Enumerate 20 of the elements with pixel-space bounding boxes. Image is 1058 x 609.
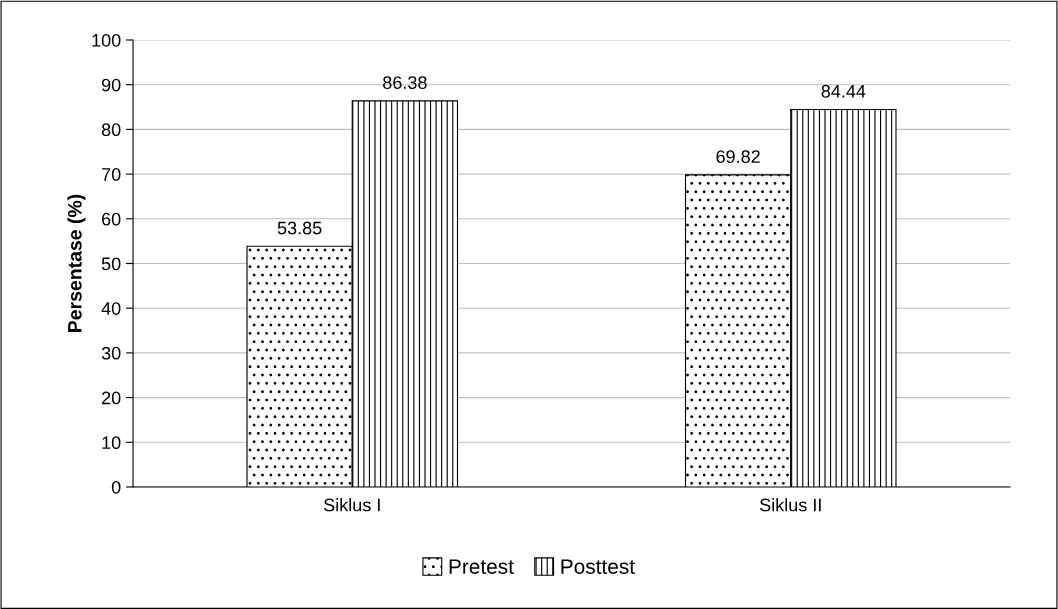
legend-label: Pretest xyxy=(449,559,514,574)
y-tick-label: 60 xyxy=(102,212,121,226)
y-tick-label: 70 xyxy=(102,168,121,181)
y-tick-label: 100 xyxy=(92,33,121,47)
y-tick-label: 20 xyxy=(102,391,121,405)
y-tick-label: 80 xyxy=(101,123,121,137)
y-tick-label: 50 xyxy=(101,257,121,271)
y-tick-label: 10 xyxy=(102,436,121,450)
y-tick-label: 30 xyxy=(101,346,121,360)
data-label: 53.85 xyxy=(277,221,322,235)
data-label: 84.44 xyxy=(821,84,866,98)
y-tick-label: 0 xyxy=(111,480,121,494)
y-axis-title: Persentase (%) xyxy=(67,194,86,332)
x-tick-label: Siklus II xyxy=(759,498,821,512)
data-label: 86.38 xyxy=(383,76,427,89)
data-label: 69.82 xyxy=(716,150,760,163)
x-tick-label: Siklus I xyxy=(323,498,380,512)
legend-label: Posttest xyxy=(561,559,635,574)
y-tick-label: 90 xyxy=(101,78,121,92)
y-tick-label: 40 xyxy=(101,302,121,315)
